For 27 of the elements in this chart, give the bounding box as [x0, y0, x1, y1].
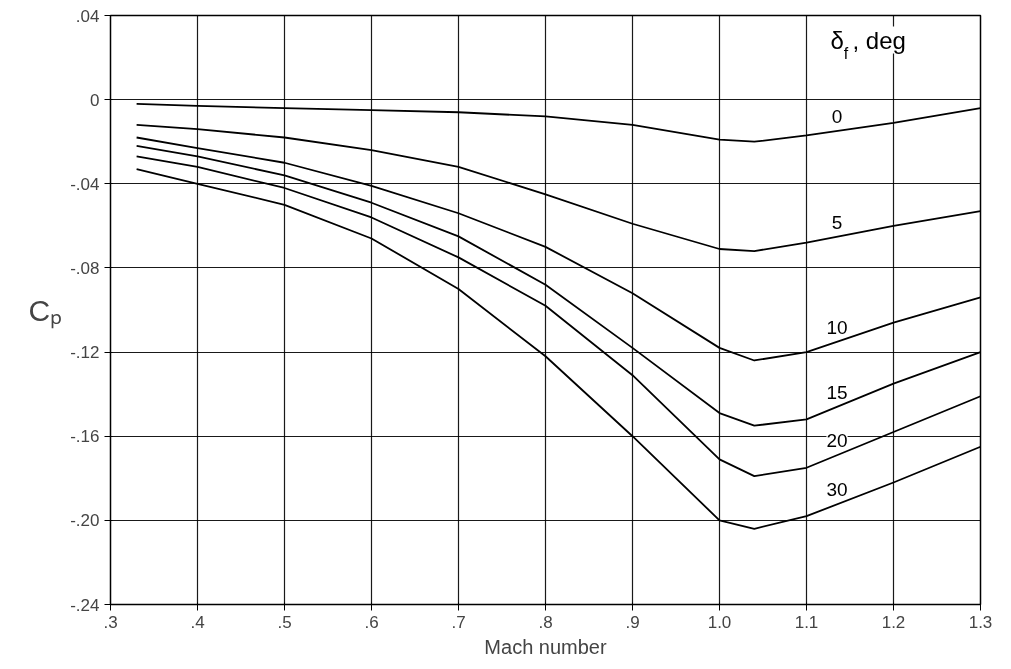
x-tick-label: .4: [190, 612, 205, 632]
x-tick-label: .6: [364, 612, 379, 632]
y-tick-label: -.20: [70, 511, 100, 531]
x-tick-label: .8: [538, 612, 553, 632]
x-tick-label: 1.0: [707, 612, 732, 632]
y-tick-label: -.16: [70, 427, 100, 447]
x-tick-label: .9: [625, 612, 640, 632]
series-label: 10: [826, 316, 848, 338]
series-label: 0: [831, 105, 843, 127]
series-label: 5: [831, 211, 843, 233]
x-tick-label: .3: [103, 612, 118, 632]
y-tick-label: 0: [90, 90, 100, 110]
x-tick-label: 1.3: [968, 612, 993, 632]
y-axis-title: Cₚ: [28, 293, 63, 329]
series-label: 20: [826, 430, 848, 452]
x-tick-label: .5: [277, 612, 292, 632]
y-tick-label: -.08: [70, 258, 100, 278]
y-tick-label: -.04: [70, 174, 100, 194]
series-label: 15: [826, 381, 848, 403]
x-tick-label: 1.2: [881, 612, 906, 632]
y-tick-label: -.24: [70, 595, 100, 615]
y-tick-label: .04: [75, 6, 100, 26]
x-tick-label: .7: [451, 612, 466, 632]
x-axis-title: Mach number: [484, 635, 607, 658]
x-tick-label: 1.1: [794, 612, 819, 632]
y-tick-label: -.12: [70, 343, 100, 363]
series-label: 30: [826, 479, 848, 501]
